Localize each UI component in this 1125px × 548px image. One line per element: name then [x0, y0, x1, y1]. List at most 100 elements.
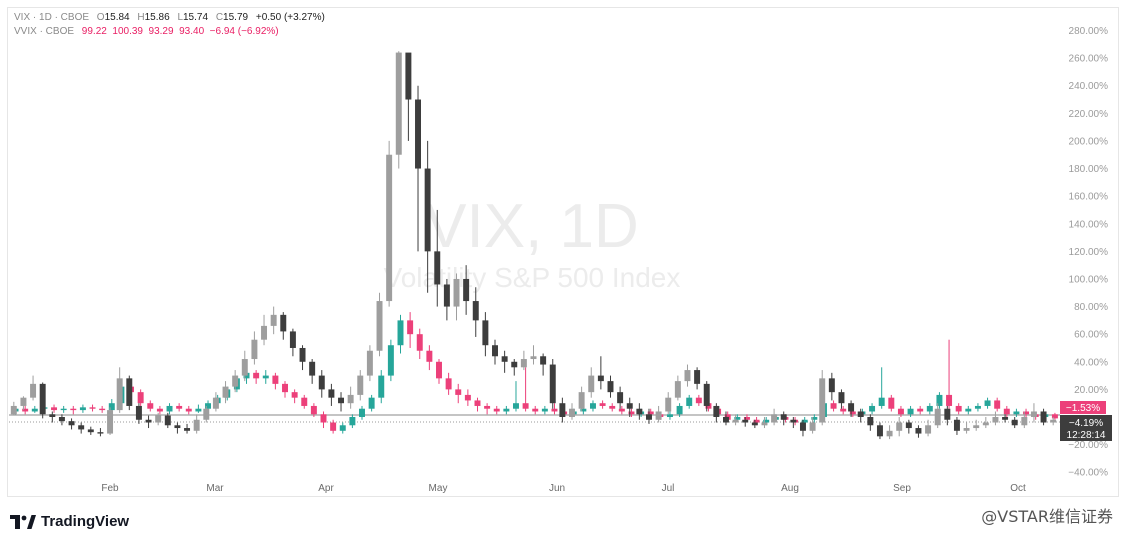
vix-candle	[982, 422, 989, 426]
vvix-candle	[753, 419, 760, 423]
vvix-candle	[666, 414, 673, 417]
vix-candle	[530, 356, 537, 360]
vix-candle	[1002, 417, 1009, 420]
vix-candle	[838, 392, 845, 404]
vvix-candle	[147, 403, 154, 409]
vix-candle	[184, 428, 191, 431]
vix-candle	[963, 428, 970, 431]
vvix-candle	[301, 397, 308, 406]
vix-candle	[193, 419, 200, 431]
x-tick-label: Oct	[1010, 483, 1026, 494]
vix-candle	[540, 356, 547, 365]
vix-candle	[655, 411, 662, 420]
vix-candle	[511, 361, 518, 368]
y-tick-label: 40.00%	[1074, 357, 1108, 368]
vix-series	[10, 51, 1057, 440]
price-labels: −1.53% −4.19% 12:28:14	[1060, 401, 1112, 441]
vvix-candle	[185, 408, 192, 412]
vix-candle	[58, 417, 65, 422]
vvix-candle	[686, 397, 693, 406]
vvix-candle	[763, 419, 770, 423]
vix-candle	[318, 375, 325, 390]
tradingview-logo[interactable]: TradingView	[10, 513, 129, 530]
vvix-candle	[522, 403, 529, 409]
vix-candle	[492, 345, 498, 357]
vix-candle	[30, 383, 37, 398]
vvix-last-label: −1.53%	[1066, 403, 1100, 414]
vix-candle	[1021, 417, 1028, 426]
legend-open-label: O	[96, 12, 105, 23]
vix-candle	[10, 405, 17, 415]
vvix-candle	[869, 405, 876, 412]
vvix-candle	[628, 411, 635, 415]
vix-candle	[1011, 419, 1018, 426]
watermark-title: VIX, 1D	[425, 192, 639, 261]
vvix-candle	[503, 408, 510, 412]
vix-candle	[232, 375, 239, 387]
vix-candle	[953, 419, 960, 431]
y-tick-label: 140.00%	[1069, 219, 1109, 230]
y-tick-label: 100.00%	[1069, 274, 1109, 285]
vix-candle	[828, 378, 835, 393]
vix-candle	[597, 375, 604, 382]
vvix-candle	[22, 408, 29, 412]
vvix-candle	[907, 408, 914, 415]
vix-candle	[617, 392, 624, 404]
legend-vvix-values: 99.22 100.39 93.29 93.40 −6.94 (−6.92%)	[81, 26, 279, 37]
vix-candle	[501, 356, 508, 362]
y-tick-label: −20.00%	[1068, 440, 1108, 451]
legend-vvix: VVIX · CBOE 99.22 100.39 93.29 93.40 −6.…	[14, 26, 284, 37]
vvix-candle	[695, 397, 702, 404]
legend-high-label: H	[137, 12, 145, 23]
vvix-candle	[416, 334, 423, 351]
vix-candle	[684, 370, 691, 382]
vvix-candle	[407, 320, 414, 335]
vix-candle	[155, 415, 162, 423]
legend-low-label: L	[177, 12, 183, 23]
vix-candle	[867, 417, 874, 426]
legend-vix-symbol[interactable]: VIX · 1D · CBOE	[14, 12, 90, 23]
vix-candle	[780, 414, 787, 420]
vix-candle	[366, 350, 373, 376]
vix-candle	[934, 408, 941, 426]
vvix-candle	[1003, 408, 1010, 415]
vix-candle	[944, 408, 951, 420]
vvix-candle	[445, 378, 452, 390]
vvix-candle	[320, 414, 327, 423]
vvix-candle	[330, 422, 337, 431]
vvix-candle	[743, 417, 750, 420]
vix-candle	[20, 397, 27, 406]
vix-candle	[876, 425, 883, 437]
legend-low-value: 15.74	[183, 12, 209, 23]
vix-candle	[135, 405, 142, 420]
x-tick-label: May	[429, 483, 448, 494]
vix-candle	[203, 408, 210, 420]
x-tick-label: Jul	[662, 483, 675, 494]
vvix-candle	[455, 389, 462, 395]
vvix-candle	[387, 345, 394, 376]
legend-vvix-symbol[interactable]: VVIX · CBOE	[14, 26, 75, 37]
vvix-candle	[99, 408, 106, 411]
vix-candle	[309, 361, 316, 376]
vix-candle	[751, 422, 758, 426]
vvix-candle	[618, 408, 625, 412]
vix-candle	[713, 405, 720, 417]
vvix-candle	[840, 408, 847, 412]
vix-candle	[771, 414, 778, 423]
vvix-candle	[474, 400, 481, 406]
vix-candle	[1050, 419, 1057, 423]
vix-candle	[992, 417, 999, 423]
vvix-candle	[926, 405, 933, 412]
vvix-candle	[282, 383, 288, 393]
vvix-candle	[676, 405, 683, 415]
x-tick-label: Mar	[206, 483, 224, 494]
vix-candle	[395, 52, 402, 155]
vvix-candle	[849, 411, 856, 415]
vvix-candle	[994, 400, 1001, 409]
y-tick-label: 80.00%	[1074, 302, 1108, 313]
vvix-candle	[946, 394, 953, 406]
y-tick-label: 180.00%	[1069, 164, 1109, 175]
vvix-candle	[205, 403, 212, 409]
vvix-candle	[51, 407, 58, 411]
